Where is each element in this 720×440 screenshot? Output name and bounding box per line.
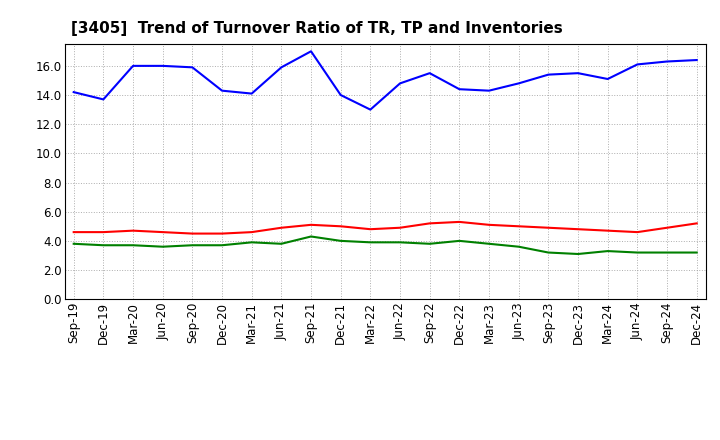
- Trade Payables: [633, 62, 642, 67]
- Inventories: [396, 240, 405, 245]
- Trade Payables: [544, 72, 553, 77]
- Trade Payables: [426, 70, 434, 76]
- Inventories: [455, 238, 464, 243]
- Trade Receivables: [426, 221, 434, 226]
- Trade Receivables: [248, 230, 256, 235]
- Trade Payables: [248, 91, 256, 96]
- Line: Trade Payables: Trade Payables: [73, 51, 697, 110]
- Trade Receivables: [99, 230, 108, 235]
- Trade Payables: [217, 88, 226, 93]
- Trade Payables: [99, 97, 108, 102]
- Trade Receivables: [544, 225, 553, 231]
- Trade Receivables: [366, 227, 374, 232]
- Trade Receivables: [69, 230, 78, 235]
- Trade Receivables: [217, 231, 226, 236]
- Trade Receivables: [307, 222, 315, 227]
- Trade Receivables: [485, 222, 493, 227]
- Trade Payables: [662, 59, 671, 64]
- Inventories: [277, 241, 286, 246]
- Inventories: [99, 242, 108, 248]
- Inventories: [217, 242, 226, 248]
- Inventories: [693, 250, 701, 255]
- Trade Payables: [188, 65, 197, 70]
- Trade Receivables: [336, 224, 345, 229]
- Trade Receivables: [396, 225, 405, 231]
- Trade Receivables: [158, 230, 167, 235]
- Trade Receivables: [455, 219, 464, 224]
- Trade Receivables: [129, 228, 138, 233]
- Trade Payables: [158, 63, 167, 69]
- Inventories: [69, 241, 78, 246]
- Inventories: [662, 250, 671, 255]
- Inventories: [544, 250, 553, 255]
- Inventories: [336, 238, 345, 243]
- Inventories: [188, 242, 197, 248]
- Inventories: [485, 241, 493, 246]
- Trade Payables: [693, 57, 701, 62]
- Inventories: [158, 244, 167, 249]
- Trade Payables: [603, 77, 612, 82]
- Trade Receivables: [277, 225, 286, 231]
- Trade Payables: [277, 65, 286, 70]
- Trade Payables: [455, 87, 464, 92]
- Trade Payables: [514, 81, 523, 86]
- Trade Receivables: [693, 221, 701, 226]
- Inventories: [248, 240, 256, 245]
- Inventories: [574, 251, 582, 257]
- Line: Trade Receivables: Trade Receivables: [73, 222, 697, 234]
- Trade Receivables: [574, 227, 582, 232]
- Inventories: [129, 242, 138, 248]
- Trade Payables: [366, 107, 374, 112]
- Legend: Trade Receivables, Trade Payables, Inventories: Trade Receivables, Trade Payables, Inven…: [166, 438, 604, 440]
- Inventories: [307, 234, 315, 239]
- Trade Payables: [336, 92, 345, 98]
- Trade Payables: [69, 89, 78, 95]
- Trade Payables: [129, 63, 138, 69]
- Trade Receivables: [514, 224, 523, 229]
- Inventories: [426, 241, 434, 246]
- Trade Receivables: [188, 231, 197, 236]
- Trade Payables: [307, 49, 315, 54]
- Inventories: [366, 240, 374, 245]
- Inventories: [514, 244, 523, 249]
- Trade Receivables: [603, 228, 612, 233]
- Inventories: [633, 250, 642, 255]
- Trade Payables: [574, 70, 582, 76]
- Trade Receivables: [633, 230, 642, 235]
- Line: Inventories: Inventories: [73, 236, 697, 254]
- Text: [3405]  Trend of Turnover Ratio of TR, TP and Inventories: [3405] Trend of Turnover Ratio of TR, TP…: [71, 21, 563, 36]
- Inventories: [603, 249, 612, 254]
- Trade Receivables: [662, 225, 671, 231]
- Trade Payables: [485, 88, 493, 93]
- Trade Payables: [396, 81, 405, 86]
